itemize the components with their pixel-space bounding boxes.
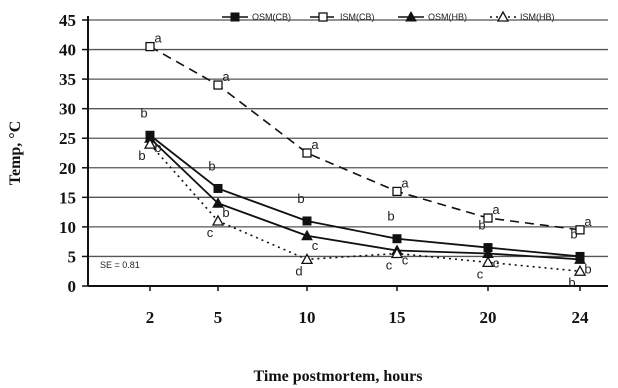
sig-label-ISM(CB)-15: a [401, 175, 409, 190]
x-tick-label-5: 5 [214, 308, 223, 327]
point-OSM(CB)-5 [213, 183, 223, 193]
y-tick-label-15: 15 [59, 188, 76, 207]
point-ISM(CB)-24 [575, 225, 585, 235]
x-tick-labels: 2 5 10 15 20 24 [146, 308, 589, 327]
sig-label-ISM(CB)-10: a [311, 137, 319, 152]
y-tick-label-25: 25 [59, 129, 76, 148]
sig-label-ISM(HB)-15: c [386, 257, 393, 272]
point-ISM(CB)-5 [213, 80, 223, 90]
series-ISM(CB): a a a a a a [145, 31, 592, 235]
legend-marker-ISM(HB) [496, 10, 510, 22]
point-ISM(HB)-20 [481, 256, 495, 268]
series-ISM(HB): bcd ccb [138, 137, 587, 290]
y-axis-title: Temp, °C [7, 121, 24, 185]
point-ISM(CB)-20 [483, 213, 493, 223]
sig-label-OSM(HB)-10: c [312, 238, 319, 253]
series-line-ISM(HB) [149, 143, 581, 273]
point-OSM(HB)-5 [212, 197, 224, 208]
y-tick-label-10: 10 [59, 218, 76, 237]
legend-marker-ISM(CB) [318, 12, 328, 22]
point-ISM(HB)-24 [573, 264, 587, 276]
y-tick-label-0: 0 [68, 277, 77, 296]
sig-label-OSM(HB)-20: c [493, 255, 500, 270]
y-tick-labels: 0 5 10 15 20 25 30 35 40 45 [59, 11, 76, 296]
sig-label-OSM(HB)-5: b [222, 205, 229, 220]
sig-label-OSM(CB)-24: b [570, 226, 577, 241]
point-ISM(HB)-2 [143, 137, 157, 149]
point-OSM(HB)-24 [574, 253, 586, 264]
sig-label-ISM(HB)-10: d [295, 263, 302, 278]
sig-label-OSM(HB)-2: b [154, 140, 161, 155]
series-line-OSM(CB) [149, 134, 581, 258]
x-axis-title: Time postmortem, hours [253, 368, 422, 385]
legend-entry-OSM(CB): OSM(CB) [222, 12, 291, 22]
sig-label-OSM(CB)-15: b [387, 209, 394, 224]
sig-label-OSM(HB)-24: b [584, 261, 591, 276]
point-OSM(CB)-15 [392, 234, 402, 244]
point-ISM(HB)-10 [300, 253, 314, 265]
legend-label-ISM(CB): ISM(CB) [340, 12, 375, 22]
sig-label-OSM(CB)-5: b [208, 158, 215, 173]
legend-label-ISM(HB): ISM(HB) [520, 12, 555, 22]
gridlines [88, 19, 608, 258]
point-ISM(HB)-15 [390, 247, 404, 259]
y-tick-label-45: 45 [59, 11, 76, 30]
sig-label-OSM(CB)-10: b [297, 191, 304, 206]
legend-label-OSM(CB): OSM(CB) [252, 12, 291, 22]
series-line-ISM(CB) [149, 45, 581, 231]
sig-label-ISM(HB)-2: b [138, 148, 145, 163]
point-OSM(CB)-10 [302, 216, 312, 226]
point-ISM(CB)-15 [392, 186, 402, 197]
x-tick-label-10: 10 [299, 308, 316, 327]
point-OSM(HB)-10 [301, 229, 313, 241]
legend: OSM(CB) ISM(CB) OSM(HB) ISM(HB) [222, 10, 555, 22]
sig-label-ISM(HB)-20: c [477, 266, 484, 281]
sig-label-OSM(CB)-20: b [478, 218, 485, 233]
y-tick-label-40: 40 [59, 41, 76, 60]
sig-label-OSM(HB)-15: c [402, 253, 409, 268]
y-tick-label-5: 5 [68, 247, 77, 266]
y-tick-label-30: 30 [59, 100, 76, 119]
y-tick-label-35: 35 [59, 70, 76, 89]
legend-entry-OSM(HB): OSM(HB) [398, 10, 467, 22]
sig-label-ISM(CB)-20: a [492, 202, 500, 217]
legend-marker-OSM(CB) [230, 12, 240, 22]
sig-label-ISM(CB)-2: a [154, 31, 162, 46]
axes [82, 16, 608, 291]
sig-label-ISM(HB)-24: b [568, 275, 575, 290]
legend-label-OSM(HB): OSM(HB) [428, 12, 467, 22]
x-tick-label-15: 15 [389, 308, 406, 327]
legend-entry-ISM(HB): ISM(HB) [490, 10, 555, 22]
sig-label-ISM(HB)-5: c [207, 225, 214, 240]
x-tick-label-20: 20 [480, 308, 497, 327]
x-tick-label-24: 24 [572, 308, 590, 327]
series-line-OSM(HB) [149, 137, 581, 261]
y-tick-label-20: 20 [59, 159, 76, 178]
se-annotation: SE = 0.81 [100, 260, 140, 270]
sig-label-OSM(CB)-2: b [140, 105, 147, 120]
legend-entry-ISM(CB): ISM(CB) [310, 12, 375, 22]
legend-marker-OSM(HB) [405, 10, 417, 22]
x-tick-label-2: 2 [146, 308, 155, 327]
point-ISM(CB)-2 [145, 41, 155, 52]
point-ISM(HB)-5 [211, 214, 225, 226]
sig-label-ISM(CB)-24: a [584, 214, 592, 229]
sig-label-ISM(CB)-5: a [222, 69, 230, 84]
point-ISM(CB)-10 [302, 148, 312, 158]
